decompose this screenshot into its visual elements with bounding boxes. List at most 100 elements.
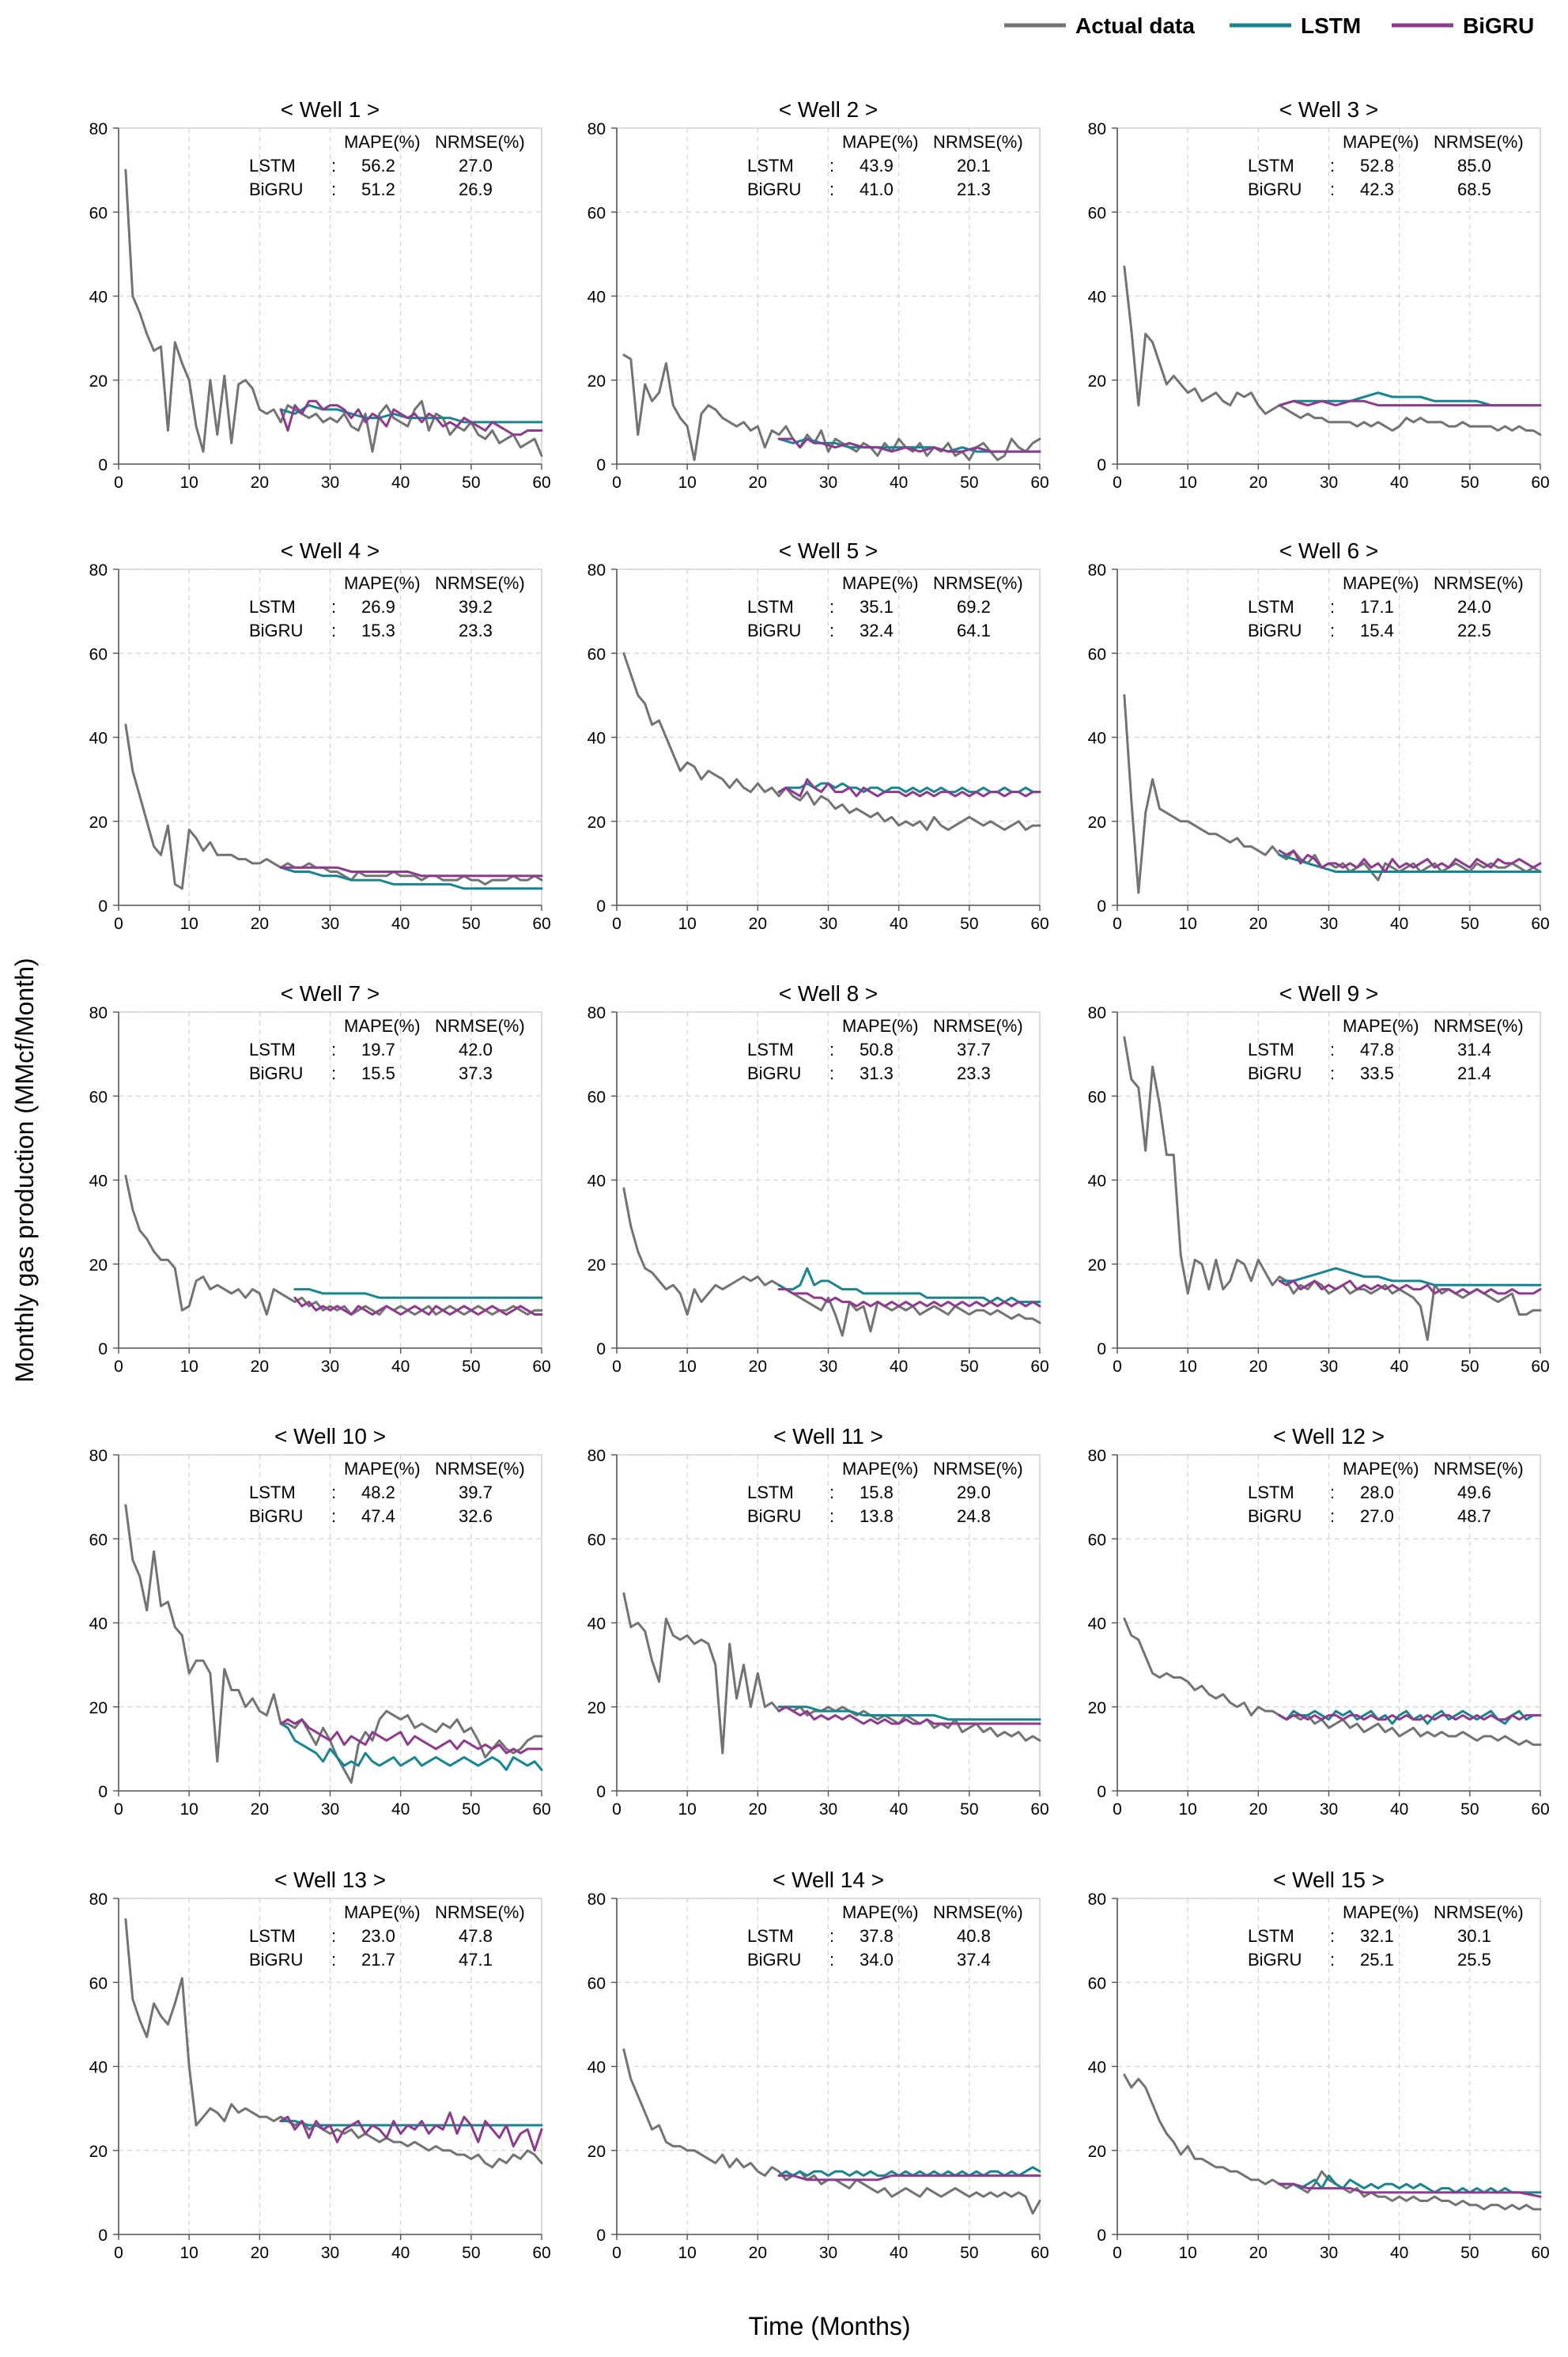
y-tick-label: 0	[1097, 2227, 1106, 2245]
metric-nrmse-lstm: 39.2	[459, 597, 493, 617]
series-line-bigru	[279, 1718, 543, 1755]
y-tick-label: 40	[1088, 2059, 1106, 2077]
y-tick-label: 40	[89, 289, 108, 307]
x-tick-label: 0	[114, 1358, 123, 1376]
y-tick-label: 60	[1088, 204, 1106, 222]
metric-separator: :	[331, 597, 336, 617]
metric-separator: :	[331, 1506, 336, 1526]
metric-mape-bigru: 27.0	[1360, 1506, 1394, 1526]
y-tick-label: 40	[1088, 289, 1106, 307]
panel-title: < Well 14 >	[773, 1868, 884, 1892]
x-tick-label: 30	[321, 915, 339, 933]
metric-separator: :	[331, 1483, 336, 1502]
metric-model-bigru: BiGRU	[747, 1506, 801, 1526]
x-tick-label: 10	[1178, 1358, 1196, 1376]
metric-mape-lstm: 26.9	[361, 597, 395, 617]
y-tick-label: 60	[588, 1974, 606, 1992]
metric-model-lstm: LSTM	[249, 597, 296, 617]
metric-nrmse-bigru: 47.1	[459, 1950, 493, 1970]
metric-separator: :	[331, 156, 336, 176]
metric-nrmse-bigru: 37.4	[957, 1950, 991, 1970]
y-tick-label: 20	[588, 1256, 606, 1275]
y-tick-label: 60	[89, 645, 108, 663]
metric-model-bigru: BiGRU	[249, 179, 303, 199]
series-line-actual-data	[622, 1187, 1041, 1337]
series-line-bigru	[293, 1296, 543, 1316]
metric-model-bigru: BiGRU	[747, 179, 801, 199]
metric-mape-bigru: 13.8	[860, 1506, 894, 1526]
metric-mape-bigru: 42.3	[1360, 179, 1394, 199]
x-tick-label: 20	[1249, 1800, 1268, 1819]
x-tick-label: 20	[251, 1358, 269, 1376]
x-tick-label: 60	[1531, 2244, 1549, 2262]
y-tick-label: 80	[588, 1447, 606, 1465]
metric-nrmse-bigru: 23.3	[957, 1063, 991, 1083]
y-tick-label: 0	[596, 456, 606, 474]
series-line-actual-data	[1123, 2073, 1542, 2211]
x-tick-label: 40	[890, 915, 908, 933]
metrics-header-nrmse: NRMSE(%)	[1434, 132, 1524, 152]
y-tick-label: 80	[588, 561, 606, 580]
legend-label-lstm: LSTM	[1301, 13, 1361, 38]
y-tick-label: 80	[588, 1004, 606, 1022]
metric-model-lstm: LSTM	[249, 156, 296, 176]
metric-separator: :	[829, 621, 834, 640]
metrics-header-nrmse: NRMSE(%)	[933, 573, 1023, 593]
y-tick-label: 40	[1088, 730, 1106, 748]
series-line-bigru	[777, 1288, 1041, 1308]
x-tick-label: 50	[1460, 915, 1479, 933]
x-tick-label: 0	[1113, 474, 1122, 492]
metric-separator: :	[1330, 597, 1335, 617]
panel-title: < Well 11 >	[773, 1424, 883, 1449]
x-tick-label: 20	[251, 1800, 269, 1819]
y-tick-label: 60	[588, 645, 606, 663]
x-tick-label: 30	[321, 1358, 339, 1376]
x-tick-label: 60	[1531, 915, 1549, 933]
metric-separator: :	[1330, 1040, 1335, 1060]
x-axis-label: Time (Months)	[748, 2312, 910, 2340]
y-tick-label: 20	[1088, 2143, 1106, 2161]
metric-model-bigru: BiGRU	[1248, 1063, 1302, 1083]
x-tick-label: 30	[321, 474, 339, 492]
x-tick-label: 30	[1320, 1800, 1338, 1819]
metric-separator: :	[1330, 621, 1335, 640]
metrics-header-nrmse: NRMSE(%)	[1434, 1016, 1524, 1036]
x-tick-label: 10	[678, 915, 696, 933]
y-tick-label: 20	[588, 1699, 606, 1717]
metrics-header-nrmse: NRMSE(%)	[933, 1459, 1023, 1479]
metric-mape-bigru: 25.1	[1360, 1950, 1394, 1970]
metrics-header-nrmse: NRMSE(%)	[933, 1016, 1023, 1036]
metric-mape-bigru: 41.0	[860, 179, 894, 199]
x-tick-label: 20	[749, 1800, 767, 1819]
x-tick-label: 0	[612, 1800, 622, 1819]
metric-separator: :	[829, 1926, 834, 1946]
series-line-actual-data	[1123, 1617, 1542, 1747]
x-tick-label: 40	[391, 474, 410, 492]
x-tick-label: 60	[1030, 915, 1048, 933]
metrics-header-mape: MAPE(%)	[344, 132, 421, 152]
y-tick-label: 40	[89, 730, 108, 748]
metric-mape-bigru: 15.3	[361, 621, 395, 640]
x-tick-label: 30	[1320, 915, 1338, 933]
series-line-actual-data	[124, 168, 543, 457]
x-tick-label: 0	[1113, 1358, 1122, 1376]
metric-nrmse-lstm: 24.0	[1457, 597, 1491, 617]
y-tick-label: 80	[1088, 120, 1106, 138]
metric-mape-bigru: 21.7	[361, 1950, 395, 1970]
panel-title: < Well 12 >	[1273, 1424, 1385, 1449]
x-tick-label: 30	[819, 915, 837, 933]
metric-nrmse-bigru: 68.5	[1457, 179, 1491, 199]
x-tick-label: 60	[1030, 2244, 1048, 2262]
x-tick-label: 10	[678, 1358, 696, 1376]
series-line-lstm	[1278, 391, 1542, 407]
panel-title: < Well 5 >	[779, 538, 878, 563]
metric-mape-bigru: 15.5	[361, 1063, 395, 1083]
panel-title: < Well 13 >	[274, 1868, 386, 1892]
metrics-header-mape: MAPE(%)	[842, 573, 919, 593]
x-tick-label: 10	[1178, 2244, 1196, 2262]
metrics-header-mape: MAPE(%)	[1343, 1016, 1419, 1036]
metric-separator: :	[829, 1063, 834, 1083]
panel-title: < Well 15 >	[1273, 1868, 1385, 1892]
chart-panel-11: 0 10 20 30 40 50 60 0 20 40 60 80 < Well 11 > MAPE(%)…	[588, 1424, 1049, 1819]
